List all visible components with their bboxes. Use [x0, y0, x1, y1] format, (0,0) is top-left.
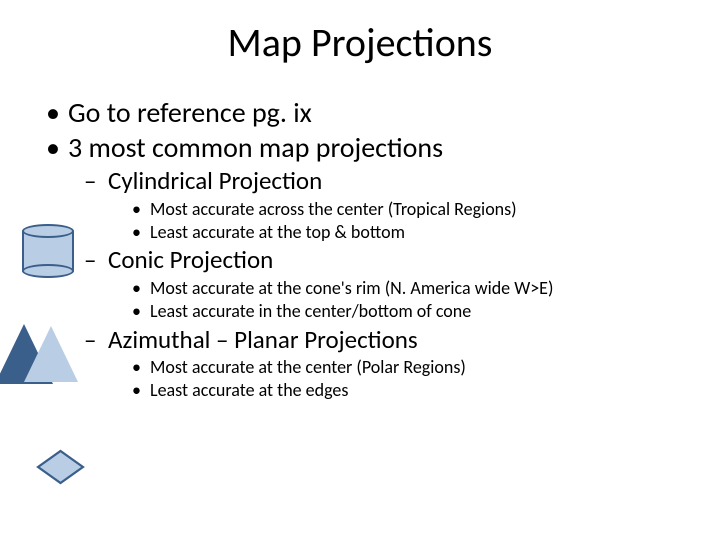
bullet-reference: Go to reference pg. ix [40, 95, 700, 130]
cylinder-icon [22, 224, 74, 278]
azimuthal-detail-1: Most accurate at the center (Polar Regio… [40, 356, 700, 379]
projection-conic: Conic Projection [40, 244, 700, 277]
cone-icon [24, 326, 78, 382]
azimuthal-detail-2: Least accurate at the edges [40, 379, 700, 402]
slide-content: Go to reference pg. ix 3 most common map… [0, 95, 720, 403]
diamond-icon [28, 448, 92, 491]
conic-detail-1: Most accurate at the cone's rim (N. Amer… [40, 277, 700, 300]
conic-detail-2: Least accurate in the center/bottom of c… [40, 300, 700, 323]
projection-cylindrical: Cylindrical Projection [40, 165, 700, 198]
cylindrical-detail-2: Least accurate at the top & bottom [40, 221, 700, 244]
cylindrical-detail-1: Most accurate across the center (Tropica… [40, 198, 700, 221]
bullet-common: 3 most common map projections [40, 130, 700, 165]
projection-azimuthal: Azimuthal – Planar Projections [40, 324, 700, 357]
slide-title: Map Projections [0, 18, 720, 67]
